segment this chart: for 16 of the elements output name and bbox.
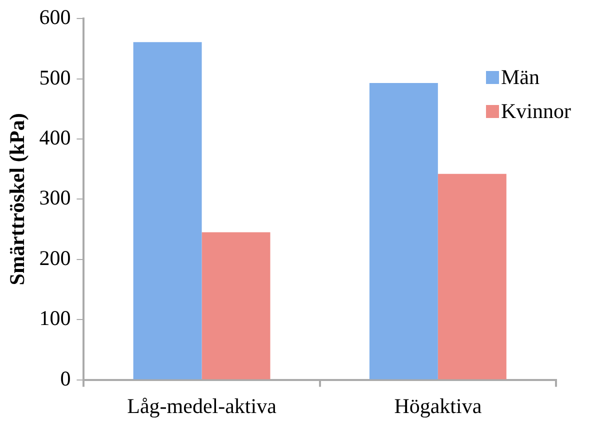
legend-label: Män [501,64,540,90]
y-axis-title: Smärttröskel (kPa) [5,113,30,286]
bar [133,42,202,380]
x-tick-label: Låg-medel-aktiva [127,394,278,418]
y-tick-label: 500 [39,65,71,90]
y-tick-label: 0 [60,366,71,390]
x-tick-label: Högaktiva [394,394,482,418]
bar [369,83,438,380]
bar [438,174,506,380]
legend-label: Kvinnor [501,98,571,124]
y-tick-label: 100 [39,306,71,330]
bar [202,232,270,380]
y-tick-label: 400 [39,126,71,150]
y-tick-label: 300 [39,186,71,210]
y-tick-label: 600 [39,5,71,30]
y-tick-label: 200 [39,246,71,270]
